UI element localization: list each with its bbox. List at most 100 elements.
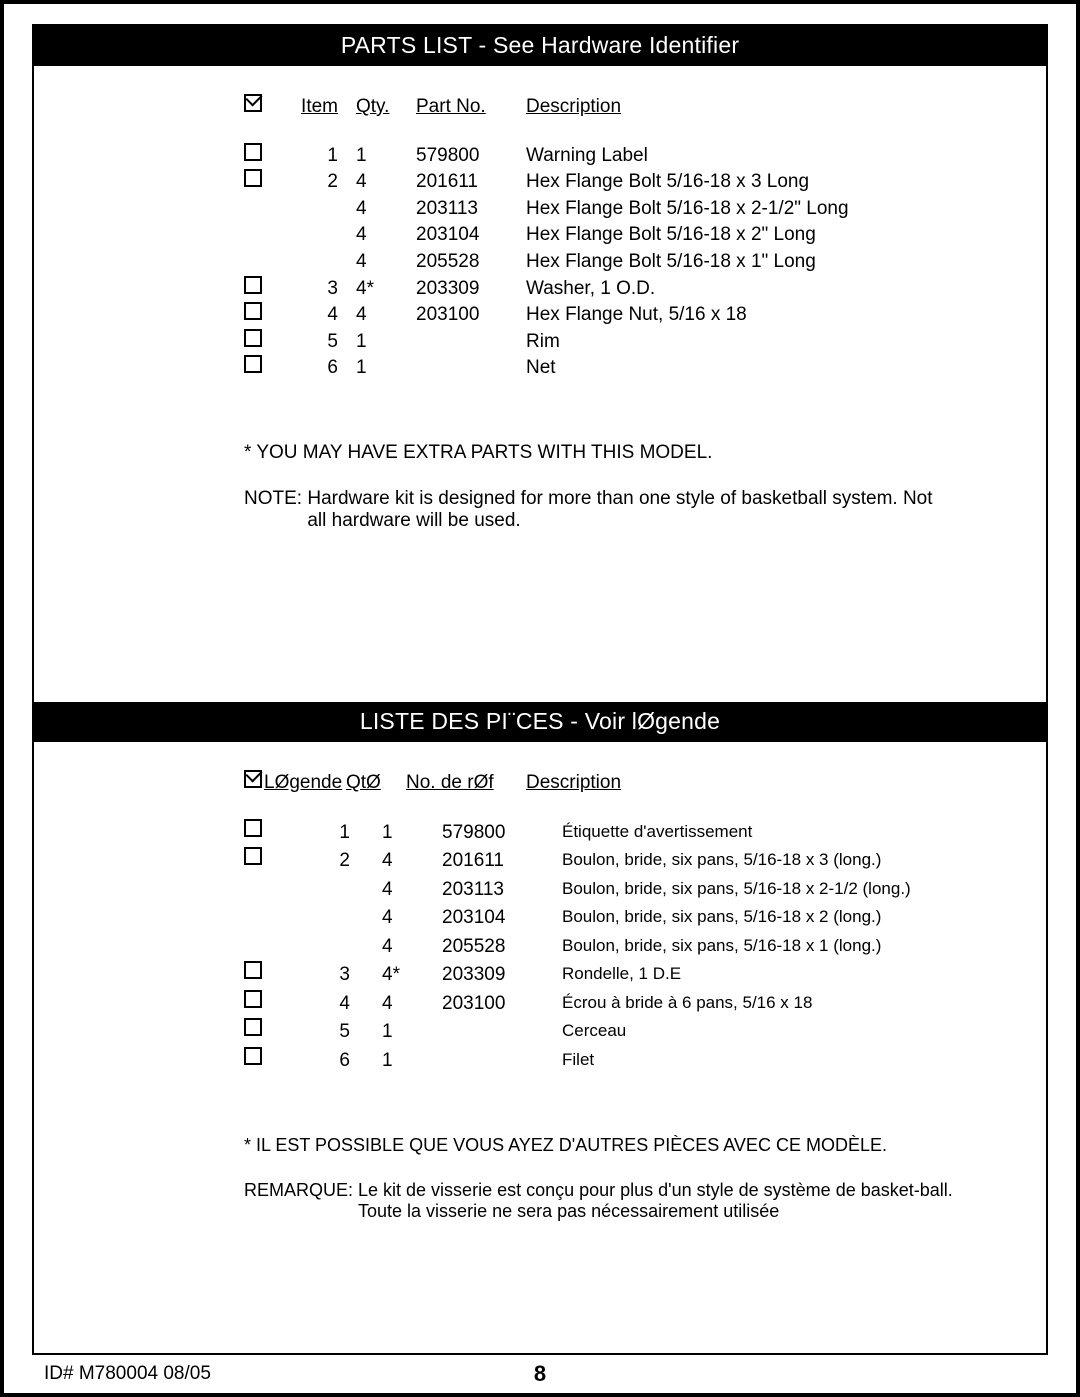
row-checkbox xyxy=(244,819,272,837)
cell-part-no: 205528 xyxy=(434,933,562,962)
cell-qty: 1 xyxy=(378,819,434,848)
checkbox-icon xyxy=(244,276,262,294)
cell-item: 1 xyxy=(280,143,356,170)
cell-description: Hex Flange Bolt 5/16-18 x 2" Long xyxy=(526,222,1046,249)
cell-description: Washer, 1 O.D. xyxy=(526,276,1046,303)
row-checkbox xyxy=(244,1047,272,1065)
table-row: 24201611Hex Flange Bolt 5/16-18 x 3 Long xyxy=(244,169,1046,196)
checkbox-icon xyxy=(244,990,262,1008)
col-header-qty: Qty. xyxy=(356,94,416,121)
table-row: 11579800Étiquette d'avertissement xyxy=(244,819,1046,848)
page-frame: PARTS LIST - See Hardware Identifier Ite… xyxy=(0,0,1080,1397)
cell-qty: 4 xyxy=(378,847,434,876)
cell-item: 3 xyxy=(280,276,356,303)
cell-part-no: 579800 xyxy=(434,819,562,848)
cell-part-no: 203104 xyxy=(434,904,562,933)
cell-part-no: 201611 xyxy=(416,169,526,196)
cell-qty: 4 xyxy=(356,302,416,329)
footnote-fr: * IL EST POSSIBLE QUE VOUS AYEZ D'AUTRES… xyxy=(244,1135,964,1156)
table-row: 4203104Boulon, bride, six pans, 5/16-18 … xyxy=(244,904,1046,933)
table-row: 51Rim xyxy=(244,329,1046,356)
checkbox-icon xyxy=(244,302,262,320)
cell-description: Rondelle, 1 D.E xyxy=(562,961,1046,987)
cell-part-no: 579800 xyxy=(416,143,526,170)
checkbox-icon xyxy=(244,847,262,865)
cell-qty: 1 xyxy=(356,355,416,382)
cell-part-no: 203100 xyxy=(434,990,562,1019)
cell-item: 4 xyxy=(272,990,378,1019)
notes-fr: * IL EST POSSIBLE QUE VOUS AYEZ D'AUTRES… xyxy=(244,1135,964,1222)
cell-part-no: 203309 xyxy=(434,961,562,990)
cell-qty: 4* xyxy=(378,961,434,990)
table-row: 44203100Écrou à bride à 6 pans, 5/16 x 1… xyxy=(244,990,1046,1019)
cell-part-no: 201611 xyxy=(434,847,562,876)
cell-qty: 4 xyxy=(378,933,434,962)
cell-description: Hex Flange Bolt 5/16-18 x 2-1/2" Long xyxy=(526,196,1046,223)
table-header-row-fr: LØgende QtØ No. de rØf Description xyxy=(244,770,1046,797)
table-row: 44203100Hex Flange Nut, 5/16 x 18 xyxy=(244,302,1046,329)
cell-description: Boulon, bride, six pans, 5/16-18 x 2 (lo… xyxy=(562,904,1046,930)
cell-qty: 1 xyxy=(378,1047,434,1076)
cell-item: 5 xyxy=(280,329,356,356)
table-row: 61Net xyxy=(244,355,1046,382)
col-header-part: Part No. xyxy=(416,94,526,121)
cell-item: 5 xyxy=(272,1018,378,1047)
table-row: 4205528Boulon, bride, six pans, 5/16-18 … xyxy=(244,933,1046,962)
page-number: 8 xyxy=(4,1361,1076,1387)
row-checkbox xyxy=(244,1018,272,1036)
cell-qty: 4 xyxy=(356,249,416,276)
cell-description: Écrou à bride à 6 pans, 5/16 x 18 xyxy=(562,990,1046,1016)
cell-description: Warning Label xyxy=(526,143,1046,170)
cell-description: Filet xyxy=(562,1047,1046,1073)
cell-part-no: 203113 xyxy=(434,876,562,905)
section-body-en: Item Qty. Part No. Description 11579800W… xyxy=(34,66,1046,532)
cell-qty: 4 xyxy=(356,196,416,223)
cell-part-no: 203113 xyxy=(416,196,526,223)
col-header-part-fr: No. de rØf xyxy=(398,770,526,797)
cell-description: Hex Flange Bolt 5/16-18 x 3 Long xyxy=(526,169,1046,196)
table-row: 51Cerceau xyxy=(244,1018,1046,1047)
check-header-icon xyxy=(244,94,280,112)
checkbox-icon xyxy=(244,961,262,979)
row-checkbox xyxy=(244,355,280,373)
cell-part-no: 203309 xyxy=(416,276,526,303)
cell-description: Hex Flange Nut, 5/16 x 18 xyxy=(526,302,1046,329)
cell-item: 2 xyxy=(280,169,356,196)
cell-part-no: 203104 xyxy=(416,222,526,249)
section-body-fr: LØgende QtØ No. de rØf Description 11579… xyxy=(34,742,1046,1222)
footnote-en: * YOU MAY HAVE EXTRA PARTS WITH THIS MOD… xyxy=(244,442,944,464)
section-header-en: PARTS LIST - See Hardware Identifier xyxy=(34,26,1046,66)
row-checkbox xyxy=(244,143,280,161)
cell-description: Étiquette d'avertissement xyxy=(562,819,1046,845)
cell-description: Boulon, bride, six pans, 5/16-18 x 3 (lo… xyxy=(562,847,1046,873)
cell-qty: 4 xyxy=(356,222,416,249)
content-frame: PARTS LIST - See Hardware Identifier Ite… xyxy=(32,24,1048,1355)
table-row: 4203104Hex Flange Bolt 5/16-18 x 2" Long xyxy=(244,222,1046,249)
cell-description: Cerceau xyxy=(562,1018,1046,1044)
table-row: 24201611Boulon, bride, six pans, 5/16-18… xyxy=(244,847,1046,876)
cell-qty: 1 xyxy=(356,329,416,356)
cell-item: 2 xyxy=(272,847,378,876)
table-row: 4203113Boulon, bride, six pans, 5/16-18 … xyxy=(244,876,1046,905)
checkbox-icon xyxy=(244,143,262,161)
cell-description: Hex Flange Bolt 5/16-18 x 1" Long xyxy=(526,249,1046,276)
checkbox-icon xyxy=(244,355,262,373)
cell-qty: 4 xyxy=(378,876,434,905)
note-body-en: Hardware kit is designed for more than o… xyxy=(307,488,944,532)
cell-qty: 4 xyxy=(356,169,416,196)
cell-item: 1 xyxy=(272,819,378,848)
note-fr: REMARQUE: Le kit de visserie est conçu p… xyxy=(244,1180,964,1222)
row-checkbox xyxy=(244,961,272,979)
table-header-row: Item Qty. Part No. Description xyxy=(244,94,1046,121)
row-checkbox xyxy=(244,276,280,294)
col-header-qty-fr: QtØ xyxy=(342,770,398,797)
cell-qty: 4 xyxy=(378,990,434,1019)
note-body-fr: Le kit de visserie est conçu pour plus d… xyxy=(358,1180,964,1222)
row-checkbox xyxy=(244,847,272,865)
row-checkbox xyxy=(244,169,280,187)
cell-part-no: 203100 xyxy=(416,302,526,329)
col-header-desc-fr: Description xyxy=(526,770,1046,797)
notes-en: * YOU MAY HAVE EXTRA PARTS WITH THIS MOD… xyxy=(244,442,944,532)
table-row: 34*203309Washer, 1 O.D. xyxy=(244,276,1046,303)
cell-qty: 1 xyxy=(356,143,416,170)
